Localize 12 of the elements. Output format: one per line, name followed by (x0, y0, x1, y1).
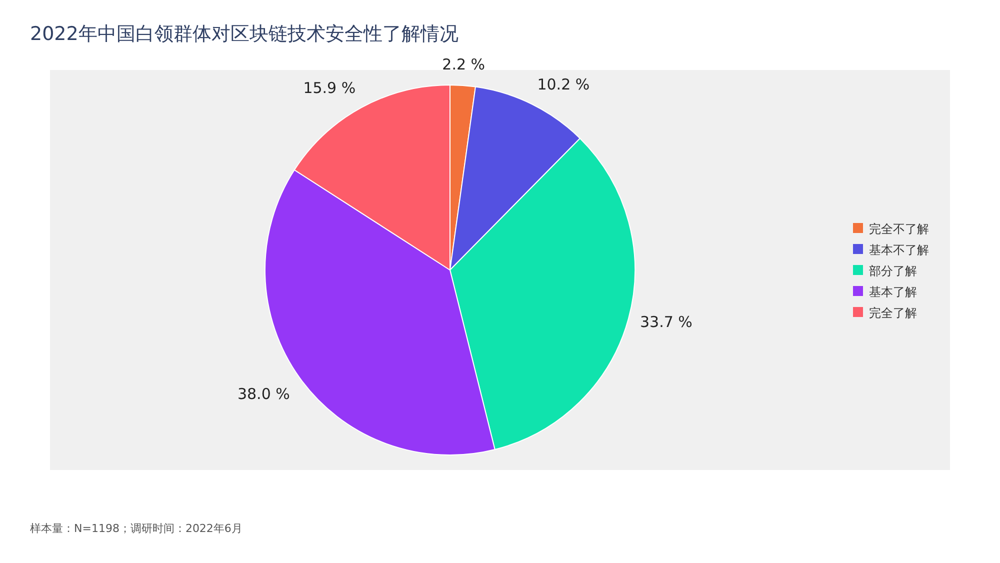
legend-label: 完全不了解 (869, 222, 929, 236)
legend-label: 基本不了解 (869, 243, 929, 257)
data-label: 10.2 % (537, 75, 590, 94)
data-label: 15.9 % (303, 79, 356, 98)
data-label: 2.2 % (442, 55, 486, 74)
legend-label: 部分了解 (869, 264, 917, 278)
data-label: 38.0 % (237, 384, 290, 403)
data-label: 33.7 % (640, 312, 692, 331)
text: 样本量：N=1198；调研时间：2022年6月 (30, 522, 242, 535)
chart-title: 2022年中国白领群体对区块链技术安全性了解情况 (30, 23, 458, 45)
legend-label: 基本了解 (869, 285, 917, 299)
legend-label: 完全了解 (869, 306, 917, 320)
